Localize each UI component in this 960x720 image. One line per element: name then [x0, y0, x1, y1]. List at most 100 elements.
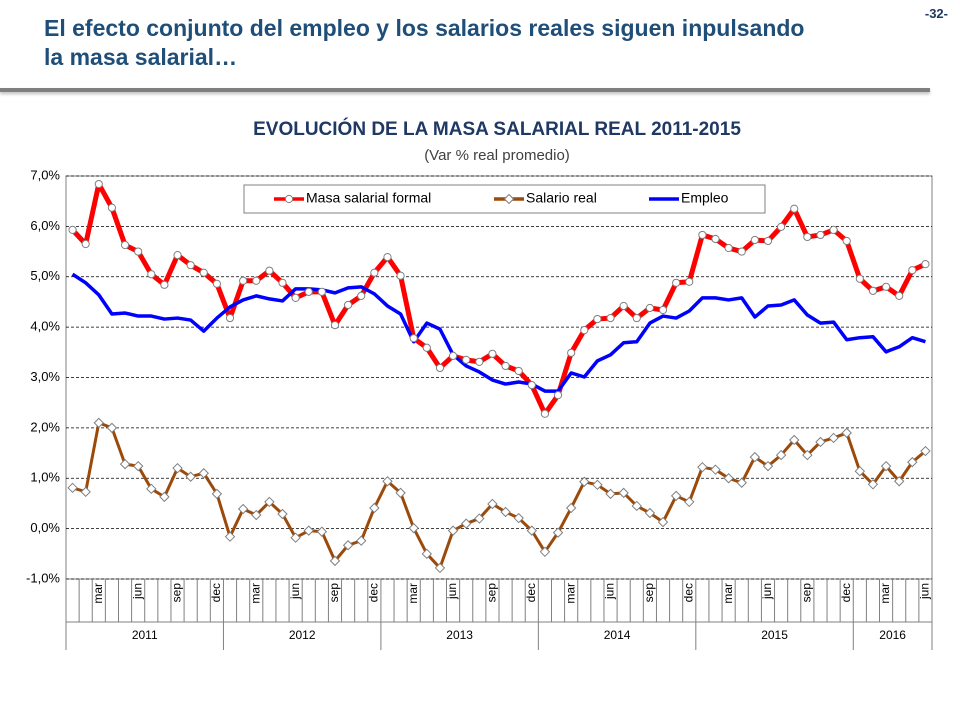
x-tick-label: jun: [918, 583, 932, 600]
marker: [198, 468, 209, 479]
x-tick-label: jun: [603, 583, 617, 600]
marker: [80, 486, 91, 498]
legend-label: Empleo: [681, 190, 729, 206]
marker: [802, 449, 813, 461]
marker: [239, 276, 248, 285]
marker: [632, 313, 641, 323]
legend-label: Salario real: [526, 190, 597, 206]
marker: [895, 291, 904, 300]
marker: [777, 222, 786, 231]
marker: [645, 303, 654, 313]
marker: [146, 483, 157, 495]
marker: [252, 276, 261, 285]
marker: [606, 313, 615, 323]
marker: [265, 266, 274, 275]
marker: [670, 490, 682, 502]
marker: [173, 250, 182, 260]
marker: [251, 509, 262, 521]
marker: [462, 355, 471, 364]
marker: [488, 349, 497, 358]
marker: [284, 194, 294, 204]
marker: [855, 274, 864, 283]
marker: [565, 502, 577, 514]
x-tick-label: mar: [248, 583, 262, 604]
marker: [160, 280, 169, 289]
marker: [750, 235, 759, 245]
marker: [93, 417, 105, 429]
marker: [619, 301, 628, 311]
x-tick-label: jun: [760, 583, 774, 600]
marker: [303, 525, 314, 536]
x-tick-label: dec: [681, 583, 695, 602]
marker: [828, 432, 839, 444]
year-label: 2011: [132, 628, 158, 642]
marker: [342, 540, 354, 551]
y-tick-label: 7,0%: [30, 167, 60, 182]
marker: [212, 279, 221, 288]
marker: [921, 260, 930, 269]
marker: [503, 193, 515, 205]
marker: [697, 461, 708, 473]
marker: [422, 343, 431, 352]
marker: [540, 409, 550, 418]
marker: [159, 491, 170, 503]
year-label: 2014: [604, 628, 631, 642]
y-tick-label: 0,0%: [30, 520, 60, 535]
marker: [893, 476, 905, 487]
marker: [448, 351, 458, 360]
marker: [567, 348, 576, 357]
marker: [829, 225, 838, 235]
marker: [132, 460, 144, 472]
chart-subtitle: (Var % real promedio): [424, 147, 570, 164]
marker: [790, 204, 799, 213]
marker: [356, 535, 367, 546]
marker: [278, 278, 287, 287]
y-tick-label: 3,0%: [30, 369, 60, 384]
marker: [803, 232, 812, 242]
x-tick-label: sep: [170, 583, 184, 603]
marker: [672, 278, 681, 287]
marker: [369, 502, 380, 514]
marker: [553, 391, 563, 400]
marker: [304, 287, 313, 296]
marker: [631, 500, 642, 512]
header-rule: [0, 88, 930, 92]
marker: [816, 230, 825, 240]
x-tick-label: dec: [524, 583, 538, 602]
marker: [736, 477, 747, 488]
marker: [763, 236, 773, 246]
x-tick-label: jun: [445, 583, 459, 600]
marker: [501, 361, 510, 371]
marker: [106, 422, 118, 434]
marker: [710, 464, 721, 475]
marker: [67, 482, 78, 494]
marker: [421, 548, 433, 560]
marker: [107, 203, 117, 212]
marker: [237, 503, 249, 515]
marker: [593, 314, 602, 324]
marker: [592, 479, 603, 491]
marker: [120, 240, 130, 250]
marker: [500, 506, 511, 518]
marker: [119, 458, 131, 470]
x-tick-label: sep: [800, 583, 814, 603]
marker: [513, 512, 524, 524]
y-tick-label: 1,0%: [30, 470, 60, 485]
year-label: 2016: [879, 628, 906, 642]
y-tick-label: 5,0%: [30, 268, 60, 283]
marker: [357, 291, 366, 300]
marker: [658, 305, 668, 315]
marker: [618, 487, 629, 499]
chart-title: EVOLUCIÓN DE LA MASA SALARIAL REAL 2011-…: [253, 118, 741, 140]
marker: [224, 531, 236, 542]
marker: [290, 532, 301, 543]
marker: [317, 287, 326, 296]
marker: [724, 243, 733, 253]
marker: [134, 247, 143, 256]
marker: [775, 449, 787, 461]
marker: [644, 507, 656, 519]
marker: [868, 286, 878, 295]
marker: [186, 261, 195, 270]
x-tick-label: mar: [878, 583, 892, 604]
